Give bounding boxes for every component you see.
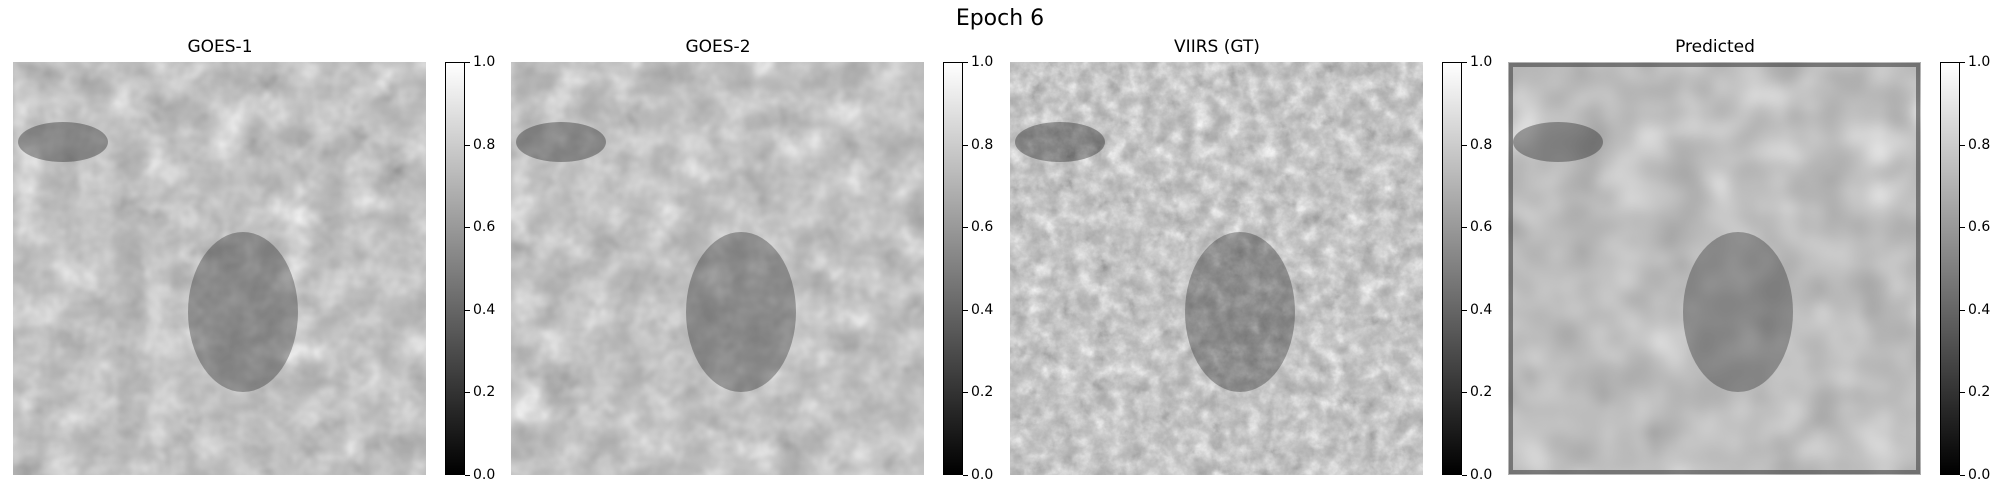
image-panel: GOES-2 0.0 0.2 0.4 0.6 0.8 1.0: [498, 0, 998, 500]
figure-title: Epoch 6: [955, 6, 1045, 31]
satellite-image: [13, 62, 426, 475]
colorbar: [1442, 62, 1462, 475]
colorbar-tick-label: 0.4: [971, 301, 994, 318]
colorbar: [1940, 62, 1960, 475]
colorbar-tick-label: 1.0: [1470, 54, 1493, 70]
colorbar-tick-label: 1.0: [473, 54, 496, 70]
colorbar-tick-label: 0.2: [1968, 384, 1991, 401]
satellite-image: [1508, 62, 1921, 475]
colorbar-tick: [1462, 309, 1467, 311]
image-panel: GOES-1 0.0 0.2 0.4 0.6 0.8 1.0: [0, 0, 500, 500]
colorbar-tick: [963, 62, 968, 63]
colorbar-tick-label: 0.6: [1968, 219, 1991, 236]
colorbar-tick-label: 0.0: [971, 467, 994, 483]
colorbar-tick: [465, 62, 470, 63]
colorbar-tick-label: 0.6: [971, 219, 994, 236]
colorbar-tick-label: 0.8: [473, 136, 496, 153]
colorbar-tick-label: 0.2: [971, 384, 994, 401]
colorbar-tick: [963, 392, 968, 394]
satellite-image: [511, 62, 924, 475]
colorbar-tick: [465, 144, 470, 146]
colorbar-tick-label: 0.2: [473, 384, 496, 401]
colorbar-tick: [465, 475, 470, 476]
colorbar-tick-label: 1.0: [1968, 54, 1991, 70]
colorbar-tick-label: 0.4: [1470, 301, 1493, 318]
panel-title: Predicted: [1675, 37, 1755, 57]
colorbar-tick: [1462, 144, 1467, 146]
colorbar: [943, 62, 963, 475]
colorbar-tick: [963, 227, 968, 229]
colorbar-tick: [963, 144, 968, 146]
colorbar-tick: [1462, 62, 1467, 63]
colorbar-tick: [963, 309, 968, 311]
colorbar-tick-label: 0.8: [1470, 136, 1493, 153]
panel-title: VIIRS (GT): [1174, 37, 1260, 57]
colorbar-tick: [1462, 227, 1467, 229]
colorbar-tick: [1960, 309, 1965, 311]
colorbar-tick-label: 0.8: [1968, 136, 1991, 153]
colorbar-tick: [1960, 475, 1965, 476]
panel-title: GOES-1: [187, 37, 253, 57]
panel-title: GOES-2: [685, 37, 751, 57]
satellite-image: [1010, 62, 1423, 475]
colorbar-tick-label: 0.0: [1968, 467, 1991, 483]
colorbar-tick: [465, 309, 470, 311]
colorbar-tick-label: 0.4: [1968, 301, 1991, 318]
colorbar-tick-label: 0.6: [473, 219, 496, 236]
colorbar-tick: [1462, 392, 1467, 394]
colorbar-tick: [1960, 392, 1965, 394]
colorbar-tick: [1960, 227, 1965, 229]
colorbar-tick-label: 0.2: [1470, 384, 1493, 401]
colorbar-tick: [465, 227, 470, 229]
colorbar-tick: [1960, 144, 1965, 146]
image-panel: VIIRS (GT) 0.0 0.2 0.4 0.6 0.8 1.0: [997, 0, 1497, 500]
colorbar-tick: [1960, 62, 1965, 63]
colorbar-tick-label: 0.0: [1470, 467, 1493, 483]
colorbar-tick: [963, 475, 968, 476]
colorbar-tick-label: 0.6: [1470, 219, 1493, 236]
colorbar-tick: [465, 392, 470, 394]
image-panel: Predicted 0.0 0.2 0.4 0.6 0.8 1.0: [1495, 0, 1995, 500]
colorbar-tick-label: 0.8: [971, 136, 994, 153]
colorbar-tick-label: 0.0: [473, 467, 496, 483]
colorbar-tick-label: 0.4: [473, 301, 496, 318]
colorbar-tick-label: 1.0: [971, 54, 994, 70]
colorbar: [445, 62, 465, 475]
colorbar-tick: [1462, 475, 1467, 476]
